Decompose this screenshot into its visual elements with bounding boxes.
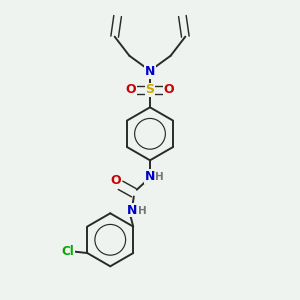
- Text: N: N: [145, 170, 155, 183]
- Text: N: N: [145, 65, 155, 79]
- Text: O: O: [125, 83, 136, 96]
- Text: N: N: [127, 204, 137, 217]
- Text: O: O: [111, 174, 122, 188]
- Text: O: O: [164, 83, 175, 96]
- Text: Cl: Cl: [62, 245, 74, 258]
- Text: H: H: [155, 172, 164, 182]
- Text: H: H: [138, 206, 146, 216]
- Text: S: S: [146, 83, 154, 96]
